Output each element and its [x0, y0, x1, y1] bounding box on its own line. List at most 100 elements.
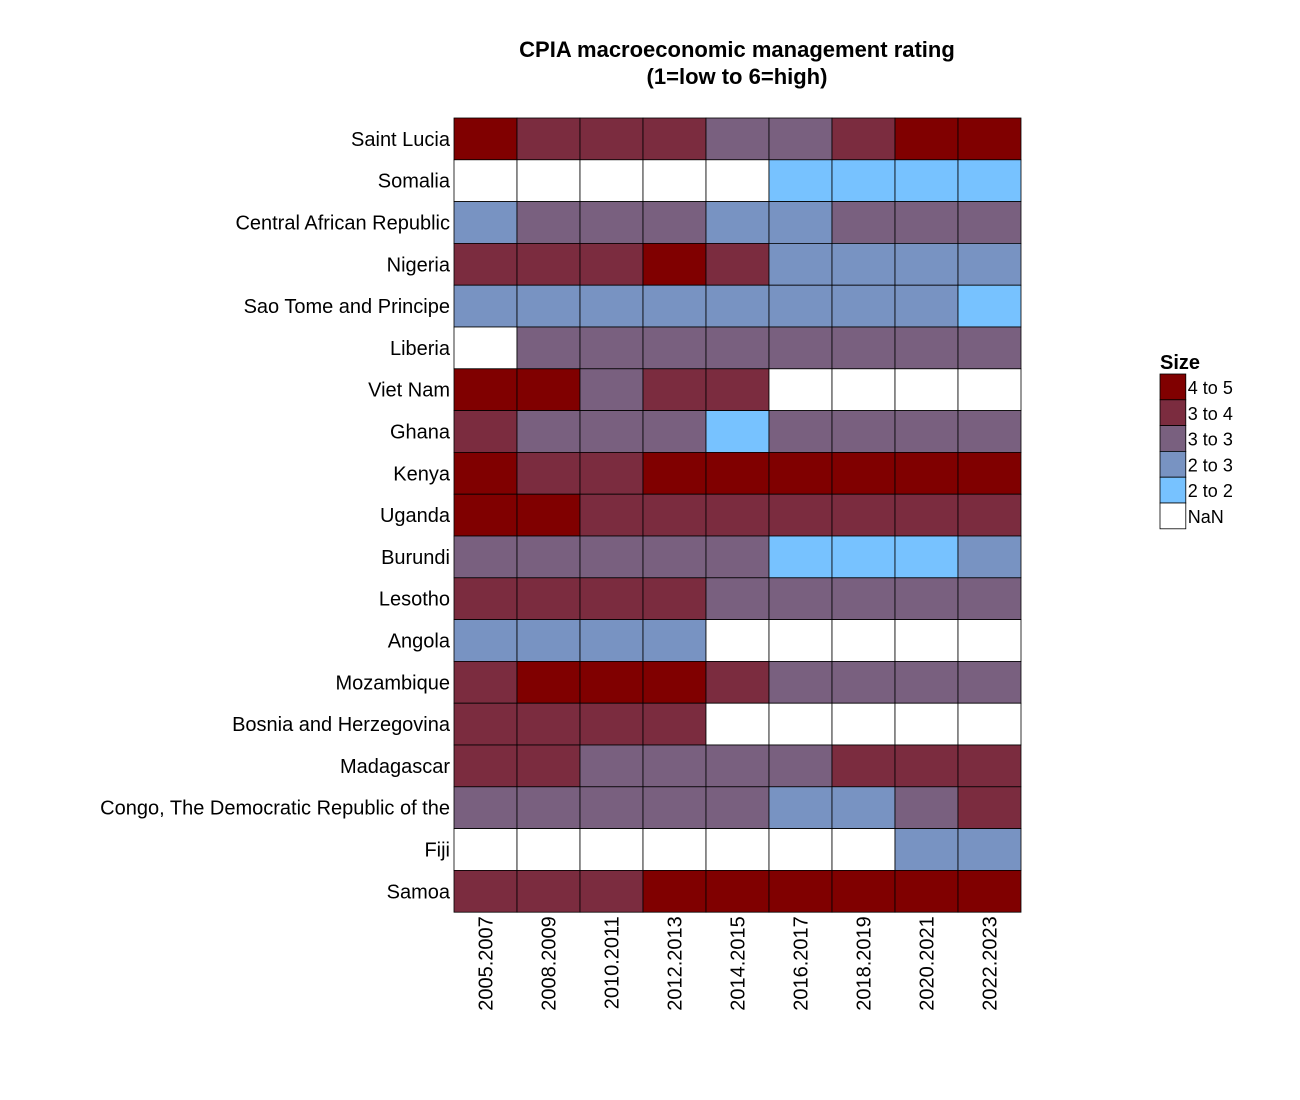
chart-title: CPIA macroeconomic management rating (1=…: [387, 36, 1087, 90]
heatmap-cell-saint-lucia-2010-2011: [579, 117, 644, 161]
legend-swatch-3-to-4: [1159, 399, 1187, 426]
heatmap-cell-viet-nam-2010-2011: [579, 368, 644, 411]
heatmap-cell-sao-tome-and-principe-2005-2007: [453, 284, 518, 328]
heatmap-cell-nigeria-2005-2007: [453, 242, 518, 286]
heatmap-cell-liberia-2016-2017: [768, 326, 833, 370]
heatmap-cell-samoa-2020-2021: [894, 870, 959, 913]
heatmap-cell-fiji-2016-2017: [768, 828, 833, 871]
heatmap-cell-angola-2022-2023: [957, 619, 1022, 662]
heatmap-cell-madagascar-2018-2019: [831, 744, 896, 788]
heatmap-cell-liberia-2010-2011: [579, 326, 644, 370]
heatmap-cell-sao-tome-and-principe-2018-2019: [831, 284, 896, 328]
heatmap-cell-sao-tome-and-principe-2014-2015: [705, 284, 770, 328]
heatmap-cell-uganda-2022-2023: [957, 493, 1022, 537]
heatmap-cell-somalia-2014-2015: [705, 159, 770, 203]
heatmap-cell-central-african-republic-2016-2017: [768, 201, 833, 244]
heatmap-cell-uganda-2005-2007: [453, 493, 518, 537]
heatmap-cell-saint-lucia-2014-2015: [705, 117, 770, 161]
heatmap-cell-somalia-2018-2019: [831, 159, 896, 203]
heatmap-cell-liberia-2012-2013: [642, 326, 707, 370]
row-label-somalia: Somalia: [378, 171, 451, 193]
heatmap-cell-burundi-2008-2009: [516, 535, 581, 579]
heatmap-cell-mozambique-2005-2007: [453, 661, 518, 704]
column-label-2010-2011: 2010.2011: [602, 916, 624, 1009]
heatmap-cell-viet-nam-2018-2019: [831, 368, 896, 411]
heatmap-cell-somalia-2016-2017: [768, 159, 833, 203]
heatmap-cell-uganda-2010-2011: [579, 493, 644, 537]
heatmap-cell-mozambique-2008-2009: [516, 661, 581, 704]
heatmap-cell-kenya-2014-2015: [705, 451, 770, 495]
heatmap-cell-uganda-2012-2013: [642, 493, 707, 537]
heatmap-cell-angola-2016-2017: [768, 619, 833, 662]
heatmap-cell-lesotho-2014-2015: [705, 577, 770, 620]
heatmap-cell-somalia-2008-2009: [516, 159, 581, 203]
heatmap-cell-nigeria-2018-2019: [831, 242, 896, 286]
heatmap-cell-angola-2008-2009: [516, 619, 581, 662]
heatmap-cell-sao-tome-and-principe-2010-2011: [579, 284, 644, 328]
heatmap-cell-congo-the-democratic-republic-of-the-2014-2015: [705, 786, 770, 829]
row-label-burundi: Burundi: [381, 547, 450, 569]
row-label-sao-tome-and-principe: Sao Tome and Principe: [244, 296, 450, 318]
heatmap-cell-samoa-2018-2019: [831, 870, 896, 913]
column-label-2014-2015: 2014.2015: [728, 916, 750, 1011]
heatmap-cell-somalia-2010-2011: [579, 159, 644, 203]
row-label-fiji: Fiji: [424, 840, 450, 862]
heatmap-cell-madagascar-2014-2015: [705, 744, 770, 788]
heatmap-cell-uganda-2014-2015: [705, 493, 770, 537]
heatmap-cell-ghana-2014-2015: [705, 410, 770, 453]
heatmap-cell-ghana-2005-2007: [453, 410, 518, 453]
row-label-kenya: Kenya: [393, 463, 451, 485]
heatmap-cell-bosnia-and-herzegovina-2008-2009: [516, 702, 581, 746]
heatmap-cell-somalia-2012-2013: [642, 159, 707, 203]
heatmap-cell-samoa-2016-2017: [768, 870, 833, 913]
heatmap-cell-nigeria-2022-2023: [957, 242, 1022, 286]
row-label-bosnia-and-herzegovina: Bosnia and Herzegovina: [232, 714, 451, 736]
legend-label-3-to-3: 3 to 3: [1188, 430, 1233, 450]
heatmap-cell-burundi-2005-2007: [453, 535, 518, 579]
heatmap-cell-ghana-2012-2013: [642, 410, 707, 453]
chart-subtitle: (1=low to 6=high): [646, 64, 828, 89]
heatmap-cell-bosnia-and-herzegovina-2020-2021: [894, 702, 959, 746]
heatmap-cell-ghana-2020-2021: [894, 410, 959, 453]
legend-label-4-to-5: 4 to 5: [1188, 378, 1233, 398]
row-label-viet-nam: Viet Nam: [368, 380, 450, 402]
heatmap-cell-madagascar-2016-2017: [768, 744, 833, 788]
heatmap-cell-kenya-2012-2013: [642, 451, 707, 495]
row-labels: Saint Lucia Somalia Central African Republ…: [100, 129, 451, 903]
heatmap-cell-uganda-2008-2009: [516, 493, 581, 537]
heatmap-cell-congo-the-democratic-republic-of-the-2005-2007: [453, 786, 518, 829]
heatmap-cell-nigeria-2020-2021: [894, 242, 959, 286]
heatmap-cell-bosnia-and-herzegovina-2016-2017: [768, 702, 833, 746]
heatmap-cell-bosnia-and-herzegovina-2018-2019: [831, 702, 896, 746]
heatmap-cell-liberia-2020-2021: [894, 326, 959, 370]
heatmap-cell-lesotho-2020-2021: [894, 577, 959, 620]
row-label-saint-lucia: Saint Lucia: [351, 129, 451, 151]
legend-label-3-to-4: 3 to 4: [1188, 404, 1233, 424]
row-label-central-african-republic: Central African Republic: [235, 213, 450, 235]
heatmap-cell-fiji-2012-2013: [642, 828, 707, 871]
heatmap-cell-burundi-2016-2017: [768, 535, 833, 579]
row-label-samoa: Samoa: [387, 881, 451, 903]
heatmap-cell-fiji-2010-2011: [579, 828, 644, 871]
heatmap-cell-lesotho-2010-2011: [579, 577, 644, 620]
column-label-2008-2009: 2008.2009: [539, 916, 561, 1011]
heatmap-cell-nigeria-2016-2017: [768, 242, 833, 286]
heatmap-cell-saint-lucia-2020-2021: [894, 117, 959, 161]
heatmap-cell-madagascar-2010-2011: [579, 744, 644, 788]
row-label-liberia: Liberia: [390, 338, 451, 360]
heatmap-cell-angola-2014-2015: [705, 619, 770, 662]
row-label-lesotho: Lesotho: [379, 589, 450, 611]
heatmap-cell-ghana-2008-2009: [516, 410, 581, 453]
heatmap-cell-uganda-2016-2017: [768, 493, 833, 537]
heatmap-cell-lesotho-2008-2009: [516, 577, 581, 620]
heatmap-cell-samoa-2012-2013: [642, 870, 707, 913]
heatmap-cell-liberia-2008-2009: [516, 326, 581, 370]
heatmap-cell-viet-nam-2020-2021: [894, 368, 959, 411]
heatmap-cell-viet-nam-2005-2007: [453, 368, 518, 411]
legend-swatch-4-to-5: [1159, 373, 1187, 401]
heatmap-cell-sao-tome-and-principe-2008-2009: [516, 284, 581, 328]
heatmap-cell-ghana-2022-2023: [957, 410, 1022, 453]
heatmap-cell-lesotho-2012-2013: [642, 577, 707, 620]
heatmap-cell-saint-lucia-2008-2009: [516, 117, 581, 161]
